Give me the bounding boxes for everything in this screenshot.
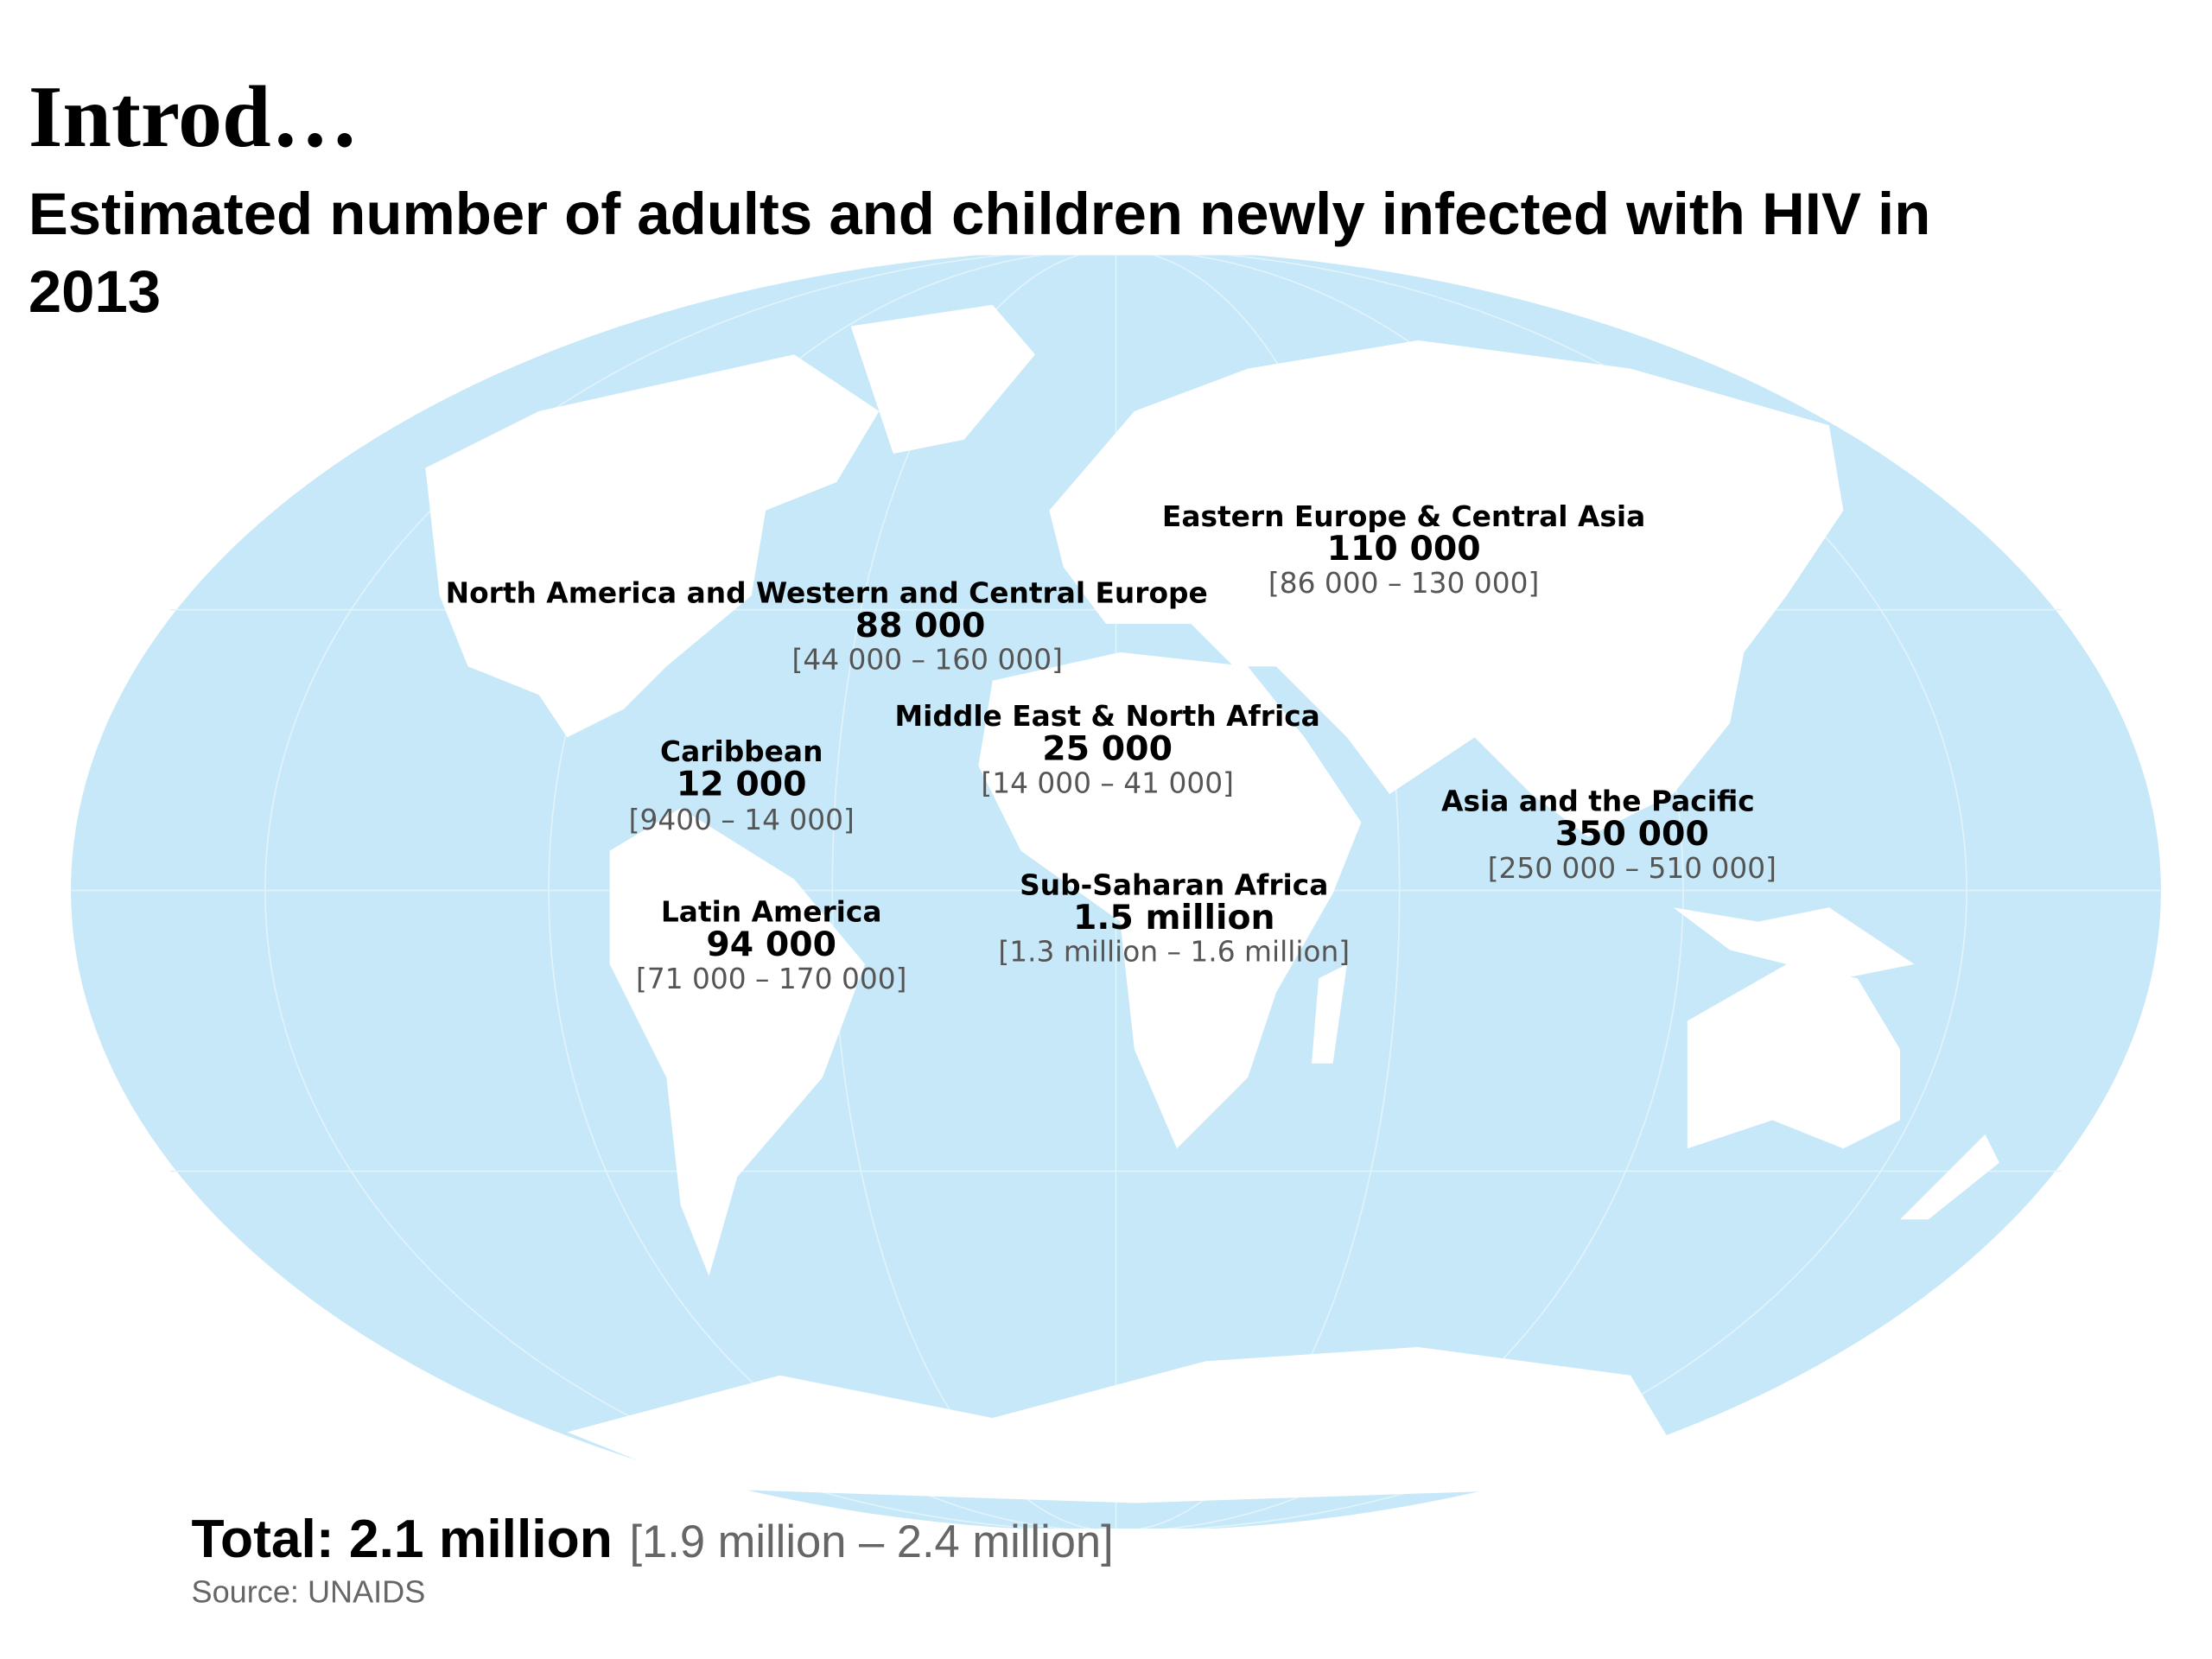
region-range: [86 000 – 130 000] [1268,567,1539,600]
region-range: [14 000 – 41 000] [981,766,1234,799]
region-value: 110 000 [1327,529,1481,569]
slide-title: Introd… [29,68,359,166]
world-map [71,255,2161,1529]
region-range: [9400 – 14 000] [629,804,855,836]
region-value: 1.5 million [1073,898,1275,938]
map-title: 2013 [29,258,161,325]
map-title: Estimated number of adults and children … [29,181,1930,247]
source: Source: UNAIDS [192,1573,426,1609]
region-name: Sub-Saharan Africa [1020,868,1328,901]
region-name: Latin America [661,896,882,929]
region-name: Asia and the Pacific [1441,785,1755,818]
region-value: 25 000 [1042,729,1173,769]
region-range: [44 000 – 160 000] [792,644,1063,677]
region-value: 94 000 [706,925,836,964]
region-name: Caribbean [660,735,823,768]
total: Total: 2.1 million [192,1510,613,1569]
region-value: 350 000 [1555,814,1709,854]
region-value: 12 000 [677,765,807,804]
region-range: [1.3 million – 1.6 million] [998,936,1350,969]
region-name: Middle East & North Africa [894,700,1319,733]
total-range: [1.9 million – 2.4 million] [629,1516,1113,1567]
region-range: [71 000 – 170 000] [636,963,906,995]
region-name: North America and Western and Central Eu… [446,576,1208,609]
region-name: Eastern Europe & Central Asia [1162,500,1645,533]
region-range: [250 000 – 510 000] [1488,852,1777,885]
region-value: 88 000 [855,606,986,645]
